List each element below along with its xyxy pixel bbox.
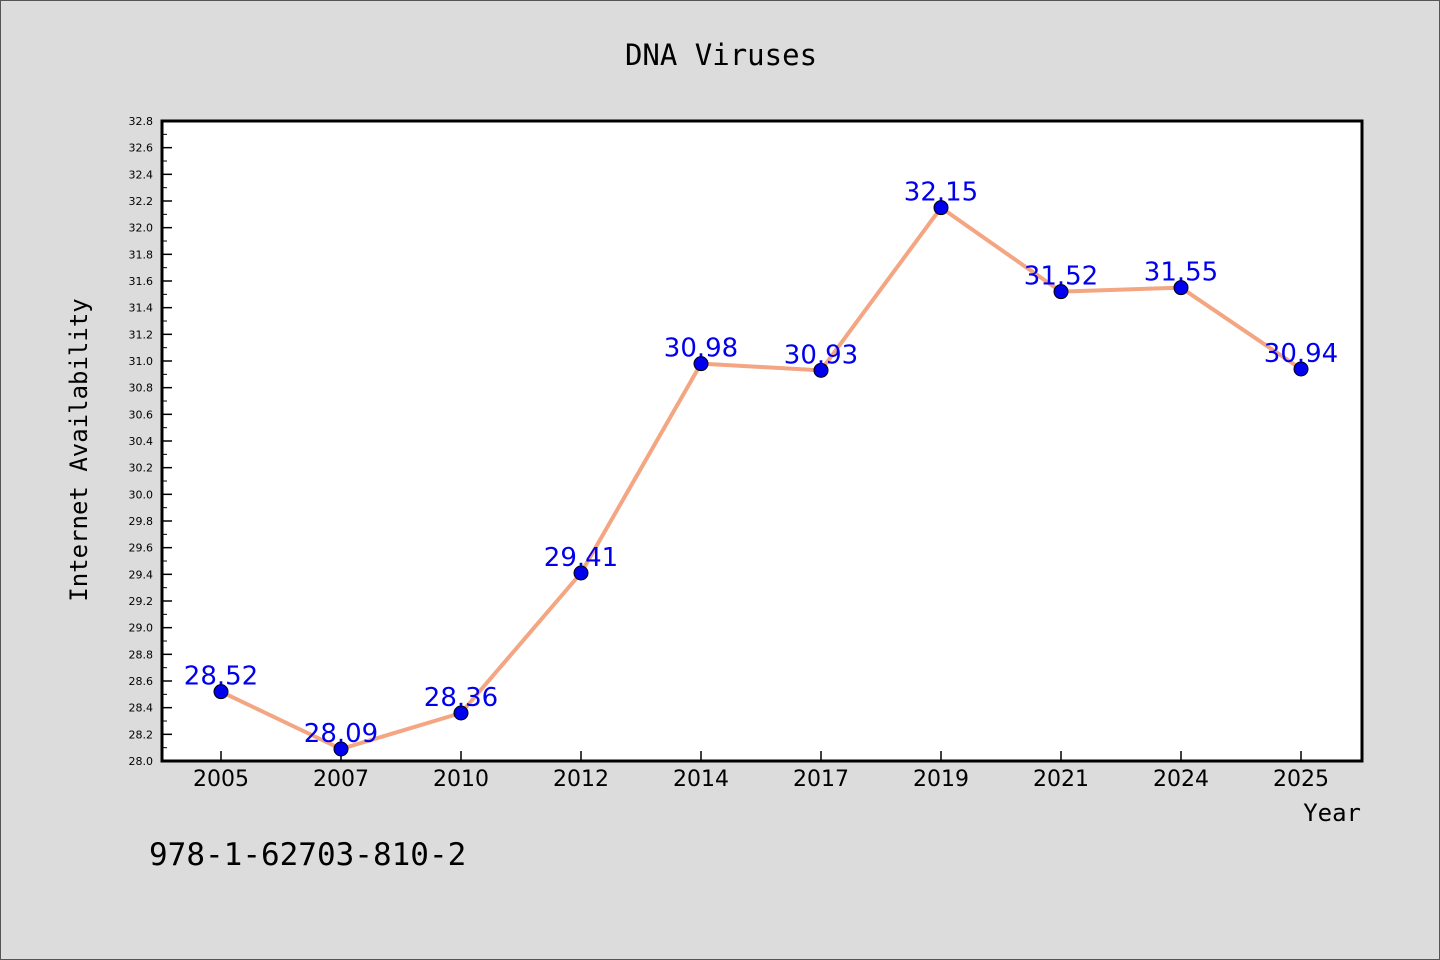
data-label: 28.09: [304, 719, 378, 749]
y-tick-label: 31.8: [129, 248, 154, 261]
series-line: [220, 205, 1303, 751]
y-tick-label: 31.0: [129, 355, 154, 368]
x-tick-label: 2005: [193, 767, 249, 792]
plot-area: [160, 119, 1364, 763]
data-point: [813, 362, 829, 378]
data-labels: 28.52 28.09 28.36 29.41 30.98 30.93 32.15 31.52…: [184, 178, 1338, 749]
data-point: [573, 565, 589, 581]
data-point: [933, 200, 949, 216]
data-point: [1173, 280, 1189, 296]
x-axis: 2005 2007 2010 2012 2014 2017 2019 2021 2024 2025: [193, 751, 1329, 792]
data-point: [693, 356, 709, 372]
data-point: [213, 684, 229, 700]
y-tick-label: 28.6: [129, 675, 154, 688]
x-axis-title: Year: [1303, 799, 1361, 827]
y-tick-label: 29.6: [129, 542, 154, 555]
y-tick-label: 30.2: [129, 462, 154, 475]
y-tick-label: 28.4: [129, 702, 154, 715]
y-tick-label: 32.2: [129, 195, 154, 208]
y-tick-label: 32.0: [129, 222, 154, 235]
x-tick-label: 2024: [1153, 767, 1209, 792]
y-tick-label: 31.2: [129, 328, 154, 341]
data-label: 32.15: [904, 178, 978, 208]
x-tick-label: 2021: [1033, 767, 1089, 792]
data-point: [1053, 284, 1069, 300]
y-tick-label: 32.8: [129, 115, 154, 128]
y-tick-label: 29.8: [129, 515, 154, 528]
y-tick-label: 29.0: [129, 622, 154, 635]
y-axis: 28.0 28.2 28.4 28.6 28.8 29.0 29.2 29.4 29.6 29.8…: [129, 115, 172, 768]
y-tick-label: 28.8: [129, 648, 154, 661]
chart-title: DNA Viruses: [625, 38, 817, 72]
y-tick-label: 28.2: [129, 728, 154, 741]
x-tick-label: 2017: [793, 767, 849, 792]
y-tick-label: 32.4: [129, 168, 154, 181]
y-tick-label: 30.0: [129, 488, 154, 501]
isbn-text: 978-1-62703-810-2: [149, 837, 466, 873]
y-tick-label: 29.2: [129, 595, 154, 608]
data-label: 28.36: [424, 683, 498, 713]
series-markers: [213, 200, 1309, 757]
data-label: 28.52: [184, 662, 258, 692]
y-tick-label: 29.4: [129, 568, 154, 581]
x-tick-label: 2007: [313, 767, 369, 792]
x-tick-label: 2012: [553, 767, 609, 792]
data-point: [453, 705, 469, 721]
y-axis-title: Internet Availability: [65, 298, 93, 601]
y-tick-label: 32.6: [129, 142, 154, 155]
x-tick-label: 2025: [1273, 767, 1329, 792]
x-tick-label: 2010: [433, 767, 489, 792]
data-label: 30.94: [1264, 339, 1338, 369]
data-point: [1293, 361, 1309, 377]
x-tick-label: 2019: [913, 767, 969, 792]
data-label: 30.93: [784, 340, 858, 370]
y-tick-label: 30.6: [129, 408, 154, 421]
y-tick-label: 30.8: [129, 382, 154, 395]
data-label: 31.55: [1144, 258, 1218, 288]
y-tick-label: 30.4: [129, 435, 154, 448]
data-label: 29.41: [544, 543, 618, 573]
data-point: [333, 741, 349, 757]
y-tick-label: 31.4: [129, 302, 154, 315]
data-label: 30.98: [664, 334, 738, 364]
data-label: 31.52: [1024, 262, 1098, 292]
y-tick-label: 28.0: [129, 755, 154, 768]
y-tick-label: 31.6: [129, 275, 154, 288]
x-tick-label: 2014: [673, 767, 729, 792]
series-line-layer: [220, 205, 1303, 751]
